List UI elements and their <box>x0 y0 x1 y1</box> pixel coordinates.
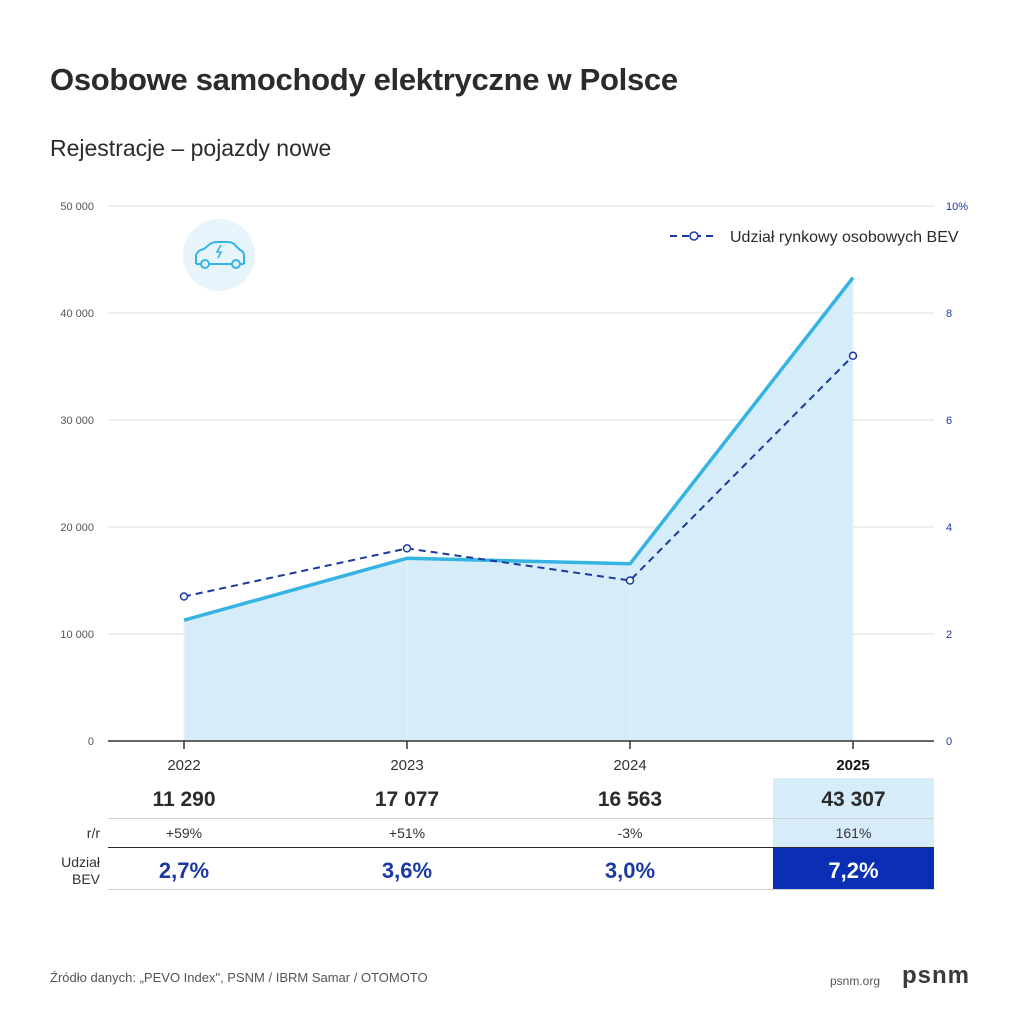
yoy-2025: 161% <box>835 825 872 841</box>
bev-share-point <box>179 592 189 601</box>
psnm-logo: psnm <box>902 962 971 989</box>
bev-share-point <box>848 351 858 361</box>
row-separator <box>108 889 934 890</box>
left-tick-label: 0 <box>88 736 94 748</box>
share-2023: 3,6% <box>381 858 433 883</box>
left-axis: 0 10 000 20 000 30 000 40 000 50 000 <box>60 201 94 748</box>
share-2024: 3,0% <box>604 858 656 883</box>
right-axis: 0 2 4 6 8 10% <box>946 201 968 748</box>
right-tick-label: 10% <box>946 201 968 213</box>
yoy-2024: -3% <box>617 825 643 841</box>
footer-link[interactable]: psnm.org <box>830 974 881 988</box>
left-tick-label: 20 000 <box>60 522 94 534</box>
x-tick-label: 2022 <box>167 757 200 774</box>
registrations-area <box>184 277 853 741</box>
highlight-column <box>773 778 934 848</box>
x-tick-label: 2023 <box>390 757 423 774</box>
electric-car-icon <box>183 219 255 291</box>
share-label-line1: Udział <box>61 854 100 870</box>
right-tick-label: 8 <box>946 308 952 320</box>
share-label: Udział BEV <box>48 854 100 888</box>
source-note: Źródło danych: „PEVO Index", PSNM / IBRM… <box>50 970 428 985</box>
x-tick-label: 2024 <box>613 757 646 774</box>
highlight-share-cell <box>773 848 934 889</box>
left-tick-label: 10 000 <box>60 629 94 641</box>
right-tick-label: 2 <box>946 629 952 641</box>
right-tick-label: 4 <box>946 522 952 534</box>
bev-share-markers <box>179 351 858 601</box>
share-2022: 2,7% <box>158 858 210 883</box>
value-2024: 16 563 <box>597 788 663 811</box>
left-tick-label: 40 000 <box>60 308 94 320</box>
share-label-line2: BEV <box>71 871 100 887</box>
page-subtitle: Rejestracje – pojazdy nowe <box>50 135 332 161</box>
legend: Udział rynkowy osobowych BEV <box>670 229 959 246</box>
x-axis-ticks: 2022 2023 2024 2025 <box>167 741 870 774</box>
right-tick-label: 6 <box>946 415 952 427</box>
row-separator <box>108 847 934 848</box>
right-tick-label: 0 <box>946 736 952 748</box>
bev-share-line <box>183 355 854 598</box>
share-2025: 7,2% <box>828 858 879 883</box>
registrations-line <box>183 276 855 622</box>
yoy-2022: +59% <box>165 825 203 841</box>
row-separator <box>108 818 934 819</box>
value-2023: 17 077 <box>374 788 440 811</box>
page-title: Osobowe samochody elektryczne w Polsce <box>50 62 678 97</box>
yoy-2023: +51% <box>388 825 426 841</box>
registrations-chart: 0 10 000 20 000 30 000 40 000 50 000 0 2 4 6 8 10%… <box>60 201 968 774</box>
yoy-label: r/r <box>86 825 100 841</box>
left-tick-label: 50 000 <box>60 201 94 213</box>
bev-share-point <box>625 576 635 585</box>
x-tick-label: 2025 <box>836 757 869 774</box>
value-2022: 11 290 <box>152 788 216 811</box>
value-2025: 43 307 <box>821 788 886 811</box>
bev-share-point <box>402 544 412 553</box>
legend-label: Udział rynkowy osobowych BEV <box>730 229 959 246</box>
left-tick-label: 30 000 <box>60 415 94 427</box>
